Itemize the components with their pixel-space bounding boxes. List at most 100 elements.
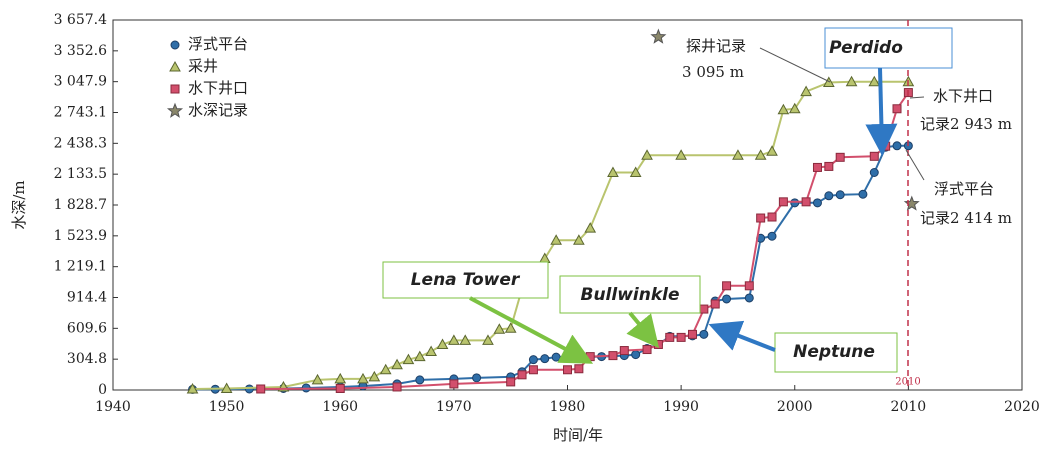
marker <box>335 383 345 393</box>
marker <box>170 40 180 50</box>
marker <box>744 293 754 303</box>
x-tick-label: 1990 <box>663 399 699 415</box>
marker <box>800 85 812 97</box>
marker <box>858 189 868 199</box>
marker <box>392 382 402 392</box>
x-tick-label: 2020 <box>1004 399 1040 415</box>
marker <box>778 197 788 207</box>
y-tick-label: 3 047.9 <box>54 74 107 90</box>
marker <box>413 350 426 362</box>
annotation: 记录2 414 m <box>920 209 1012 227</box>
marker <box>459 334 472 345</box>
marker <box>170 84 180 94</box>
marker <box>517 370 527 380</box>
marker <box>790 198 800 208</box>
marker <box>754 149 767 160</box>
year-label: 2010 <box>895 377 920 388</box>
marker <box>585 352 595 362</box>
annotation: 记录2 943 m <box>920 115 1012 133</box>
marker <box>449 379 459 389</box>
callout: Bullwinkle <box>580 285 679 305</box>
y-tick-label: 1 828.7 <box>54 197 107 213</box>
x-tick-label: 1960 <box>322 399 358 415</box>
marker <box>722 281 732 291</box>
arrow <box>865 67 898 156</box>
marker <box>835 152 845 162</box>
x-axis-label: 时间/年 <box>553 426 603 444</box>
y-tick-label: 3 352.6 <box>54 43 108 59</box>
marker <box>357 372 369 384</box>
callout-box <box>824 27 953 69</box>
marker <box>835 190 845 200</box>
marker <box>584 222 597 233</box>
arrow <box>626 311 660 349</box>
y-tick-label: 2 438.3 <box>54 135 107 151</box>
marker <box>676 332 686 342</box>
marker <box>573 234 585 245</box>
y-tick-label: 1 219.1 <box>54 259 107 275</box>
marker <box>687 329 697 339</box>
marker <box>436 338 449 349</box>
x-tick-label: 1940 <box>95 399 131 415</box>
marker <box>563 365 572 375</box>
marker <box>538 252 551 263</box>
marker <box>868 75 881 87</box>
marker <box>425 345 437 357</box>
arrow <box>469 296 594 364</box>
marker <box>493 323 506 334</box>
marker <box>653 339 663 349</box>
marker <box>732 149 744 160</box>
x-tick-label: 2010 <box>891 399 927 415</box>
x-tick-label: 1980 <box>550 399 586 415</box>
marker <box>903 195 920 211</box>
marker <box>169 60 181 72</box>
marker <box>334 372 347 384</box>
callout-box <box>774 332 898 373</box>
marker <box>619 346 629 356</box>
marker <box>506 377 516 387</box>
marker <box>766 145 778 156</box>
marker <box>379 363 392 375</box>
marker <box>220 382 233 393</box>
marker <box>675 149 687 160</box>
y-axis-label: 水深/m <box>10 180 28 229</box>
marker <box>801 197 811 207</box>
marker <box>812 198 822 208</box>
y-tick-label: 304.8 <box>67 351 107 367</box>
marker <box>665 332 675 342</box>
legend-label: 采井 <box>188 57 218 75</box>
marker <box>482 334 494 345</box>
callout-box <box>382 261 549 299</box>
marker <box>391 358 403 370</box>
y-tick-label: 1 523.9 <box>54 228 107 244</box>
x-tick-label: 1970 <box>436 399 472 415</box>
y-tick-label: 914.4 <box>67 289 107 305</box>
marker <box>699 329 709 339</box>
marker <box>166 102 184 118</box>
callout: Perdido <box>829 38 903 58</box>
marker <box>607 166 619 177</box>
marker <box>528 355 538 365</box>
y-tick-label: 3 657.4 <box>54 12 108 28</box>
annotation: 3 095 m <box>682 63 744 81</box>
marker <box>824 161 834 171</box>
marker <box>368 370 381 382</box>
marker <box>642 345 652 355</box>
y-tick-label: 2 743.1 <box>54 104 107 120</box>
marker <box>756 213 766 223</box>
marker <box>311 373 324 385</box>
annotation: 浮式平台 <box>934 180 994 198</box>
legend-label: 浮式平台 <box>188 35 248 53</box>
marker <box>812 162 822 172</box>
marker <box>777 103 790 115</box>
marker <box>631 350 641 360</box>
y-tick-label: 0 <box>98 382 107 398</box>
marker <box>504 322 517 333</box>
x-tick-label: 1950 <box>209 399 245 415</box>
marker <box>767 212 777 222</box>
marker <box>448 334 460 345</box>
marker <box>788 102 801 114</box>
marker <box>540 354 550 364</box>
y-tick-label: 609.6 <box>67 320 107 336</box>
